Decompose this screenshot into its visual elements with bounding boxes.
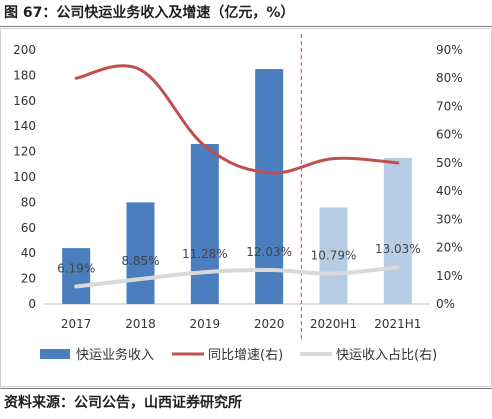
y-left-tick-label: 20 [21,272,36,286]
bar [62,248,91,304]
y-right-tick-label: 70% [436,99,463,113]
x-tick-label: 2017 [61,317,92,331]
x-tick-label: 2020H1 [310,317,357,331]
legend-swatch-bar [40,349,70,359]
bar [383,157,412,304]
y-right-tick-label: 90% [436,43,463,57]
legend-label: 快运收入占比(右) [336,348,437,363]
bar [126,202,155,304]
y-right-tick-label: 80% [436,71,463,85]
y-right-tick-label: 50% [436,156,463,170]
y-right-tick-label: 40% [436,184,463,198]
chart-frame [0,28,492,387]
y-left-tick-label: 40 [21,246,36,260]
y-left-tick-label: 140 [13,119,36,133]
lines-layer [74,64,400,289]
share-data-label: 13.03% [375,242,421,256]
x-tick-label: 2020 [254,317,285,331]
share-data-label: 11.28% [182,247,228,261]
y-right-tick-label: 60% [436,128,463,142]
growth-line [74,64,400,175]
x-tick-label: 2018 [125,317,156,331]
y-left-tick-label: 180 [13,68,36,82]
legend-label: 同比增速(右) [208,348,283,363]
chart: 0 20 40 60 80 100 120 140 160 180 200 0% 10% 20% 30% 40… [0,28,492,387]
share-data-label: 6.19% [57,262,95,276]
y-left-tick-label: 60 [21,221,36,235]
axes-layer: 0 20 40 60 80 100 120 140 160 180 200 0% 10% 20% 30% 40… [13,34,463,340]
legend: 快运业务收入 同比增速(右) 快运收入占比(右) [40,347,437,363]
y-left-tick-label: 120 [13,145,36,159]
y-left-tick-label: 200 [13,43,36,57]
y-left-tick-label: 0 [28,297,36,311]
share-data-label: 8.85% [121,254,159,268]
share-data-label: 10.79% [311,249,357,263]
y-left-tick-label: 80 [21,195,36,209]
y-right-tick-label: 10% [436,269,463,283]
legend-label: 快运业务收入 [76,347,154,363]
y-right-tick-label: 20% [436,241,463,255]
share-line [74,265,400,289]
bar [190,143,219,304]
title-rule [0,26,492,27]
data-labels-layer: 6.19% 8.85% 11.28% 12.03% 10.79% 13.03% [57,242,421,275]
y-right-tick-label: 0% [436,297,455,311]
source-rule [0,388,492,389]
bars-layer [62,69,412,304]
y-right-tick-label: 30% [436,212,463,226]
y-left-tick-label: 100 [13,170,36,184]
y-left-tick-label: 160 [13,94,36,108]
bar [319,207,348,304]
source-note: 资料来源：公司公告，山西证券研究所 [4,395,242,411]
x-tick-label: 2019 [190,317,221,331]
share-data-label: 12.03% [246,245,292,259]
figure-title: 图 67：公司快运业务收入及增速（亿元，%） [4,5,295,21]
bar [255,69,284,304]
x-tick-label: 2021H1 [374,317,421,331]
